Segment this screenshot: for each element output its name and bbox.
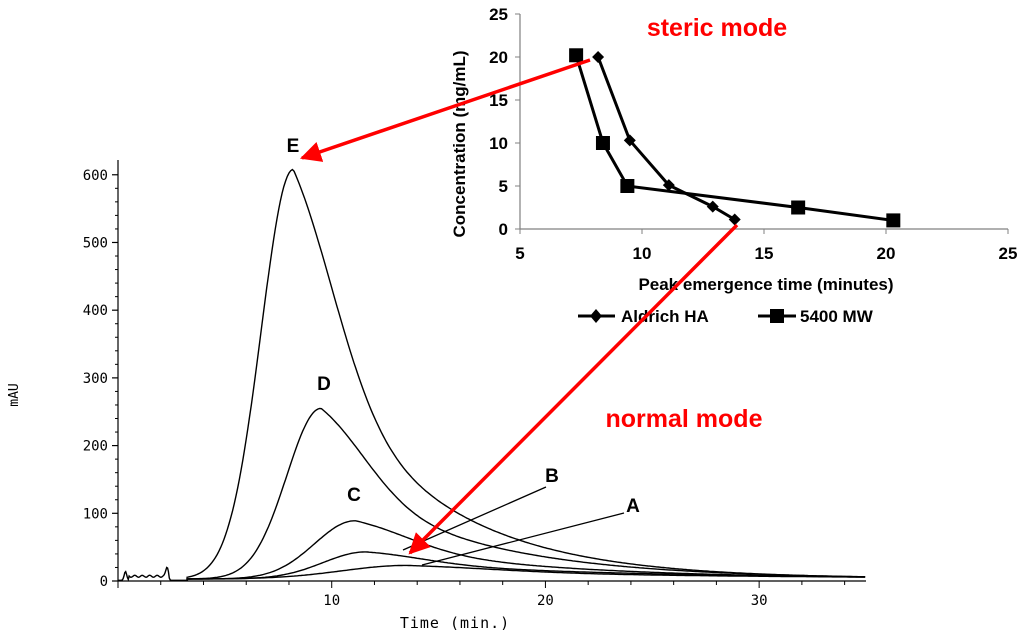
chromatogram-peak-d	[186, 407, 866, 580]
legend-diamond-marker	[590, 309, 602, 323]
inset-line-aldrich-ha	[596, 56, 736, 221]
inset-y-tick-label: 10	[489, 134, 508, 153]
x-tick-label: 20	[537, 593, 554, 609]
inset-point-5400-mw	[886, 213, 901, 228]
inset-legend: Aldrich HA 5400 MW	[578, 307, 874, 326]
y-tick-label: 100	[83, 506, 108, 522]
inset-point-aldrich-ha	[592, 51, 605, 63]
inset-x-tick-label: 10	[633, 244, 652, 263]
inset-x-tick-label: 5	[515, 244, 524, 263]
inset-y-tick-label: 15	[489, 91, 508, 110]
y-tick-label: 400	[83, 303, 108, 319]
chromatogram-axes	[117, 160, 866, 582]
x-tick-label: 10	[323, 593, 340, 609]
inset-point-5400-mw	[595, 136, 610, 150]
inset-point-aldrich-ha	[706, 200, 719, 213]
inset-point-5400-mw	[620, 179, 635, 193]
peak-label-c: C	[347, 485, 361, 506]
peak-label-d: D	[317, 374, 331, 395]
inset-series	[569, 48, 901, 228]
chromatogram-series	[118, 168, 866, 582]
legend-label-5400: 5400 MW	[800, 307, 874, 326]
y-axis-label: mAU	[7, 383, 22, 406]
inset-y-tick-label: 20	[489, 48, 508, 67]
normal-mode-arrow	[408, 223, 739, 555]
inset-y-tick-label: 25	[489, 5, 508, 24]
inset-point-aldrich-ha	[662, 179, 675, 192]
inset-y-tick-label: 0	[499, 220, 508, 239]
y-tick-label: 600	[83, 168, 108, 184]
inset-x-tick-label: 25	[999, 244, 1018, 263]
inset-point-5400-mw	[791, 200, 806, 215]
legend-label-aldrich: Aldrich HA	[621, 307, 709, 326]
inset-y-axis-label: Concentration (mg/mL)	[450, 51, 469, 238]
x-tick-label: 30	[751, 593, 768, 609]
normal-mode-label: normal mode	[606, 405, 763, 433]
inset-x-tick-label: 20	[877, 244, 896, 263]
legend-square-marker	[770, 309, 784, 323]
baseline-trace	[118, 566, 189, 582]
inset-y-tick-label: 5	[499, 177, 508, 196]
inset-point-5400-mw	[569, 48, 584, 63]
x-axis-label: Time (min.)	[400, 614, 510, 632]
inset-x-axis-label: Peak emergence time (minutes)	[638, 275, 893, 294]
inset-axes	[519, 14, 1008, 230]
inset-point-aldrich-ha	[728, 213, 741, 226]
chromatogram-peak-e	[186, 168, 866, 579]
peak-label-b: B	[545, 466, 559, 487]
inset-x-tick-label: 15	[755, 244, 774, 263]
chromatogram-peak-a	[186, 564, 866, 580]
peak-label-a: A	[626, 496, 640, 517]
peak-label-e: E	[287, 136, 300, 157]
y-tick-label: 500	[83, 235, 108, 251]
steric-mode-label: steric mode	[647, 14, 787, 42]
inset-point-aldrich-ha	[623, 134, 636, 147]
y-tick-label: 300	[83, 371, 108, 387]
pointer-line-a	[421, 512, 625, 566]
y-tick-label: 0	[100, 574, 108, 590]
y-tick-label: 200	[83, 439, 108, 455]
steric-mode-arrow	[300, 58, 591, 162]
inset-line-5400-mw	[574, 54, 894, 222]
